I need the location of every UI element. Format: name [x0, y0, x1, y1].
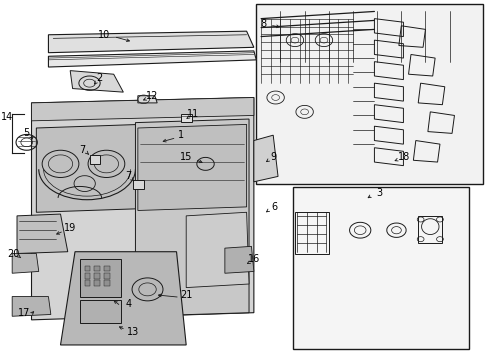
- Bar: [80, 259, 121, 297]
- Text: 12: 12: [146, 91, 158, 101]
- Polygon shape: [224, 246, 253, 273]
- Bar: [256, 4, 483, 184]
- Polygon shape: [48, 51, 256, 67]
- Text: 13: 13: [127, 327, 139, 337]
- Polygon shape: [70, 71, 123, 92]
- Text: 8: 8: [260, 19, 266, 29]
- Text: 2: 2: [96, 73, 102, 83]
- Polygon shape: [12, 297, 51, 316]
- Text: 20: 20: [7, 248, 20, 258]
- Bar: [417, 216, 442, 243]
- Text: 1: 1: [178, 130, 184, 140]
- Bar: [104, 280, 110, 286]
- Text: 21: 21: [180, 290, 192, 300]
- Bar: [84, 280, 90, 286]
- Bar: [84, 273, 90, 279]
- Bar: [94, 280, 100, 286]
- Polygon shape: [138, 96, 157, 103]
- Text: 9: 9: [269, 152, 276, 162]
- Text: 5: 5: [23, 129, 30, 138]
- Bar: [84, 266, 90, 271]
- Polygon shape: [253, 135, 278, 182]
- Text: 16: 16: [247, 254, 260, 264]
- Bar: [94, 266, 100, 271]
- Bar: [292, 187, 468, 348]
- Polygon shape: [186, 212, 248, 288]
- Bar: [294, 212, 328, 253]
- Text: 7: 7: [125, 171, 131, 181]
- Polygon shape: [61, 252, 186, 345]
- Text: 3: 3: [376, 188, 382, 198]
- Text: 6: 6: [271, 202, 277, 212]
- Bar: [104, 266, 110, 271]
- Bar: [89, 155, 100, 164]
- Bar: [80, 300, 121, 323]
- Text: 19: 19: [64, 224, 76, 233]
- Text: 10: 10: [98, 30, 110, 40]
- Polygon shape: [12, 253, 39, 273]
- Polygon shape: [17, 214, 68, 253]
- Bar: [181, 114, 192, 122]
- Polygon shape: [138, 125, 246, 211]
- Text: 14: 14: [1, 112, 14, 122]
- Polygon shape: [31, 98, 253, 121]
- Polygon shape: [36, 125, 140, 212]
- Bar: [133, 180, 143, 189]
- Text: 18: 18: [397, 152, 409, 162]
- Polygon shape: [31, 98, 253, 320]
- Text: 17: 17: [18, 308, 30, 318]
- Text: 11: 11: [187, 109, 199, 119]
- Polygon shape: [135, 119, 248, 316]
- Polygon shape: [48, 31, 253, 53]
- Bar: [94, 273, 100, 279]
- Text: 7: 7: [79, 144, 85, 154]
- Text: 15: 15: [180, 152, 192, 162]
- Bar: [104, 273, 110, 279]
- Text: 4: 4: [125, 299, 131, 309]
